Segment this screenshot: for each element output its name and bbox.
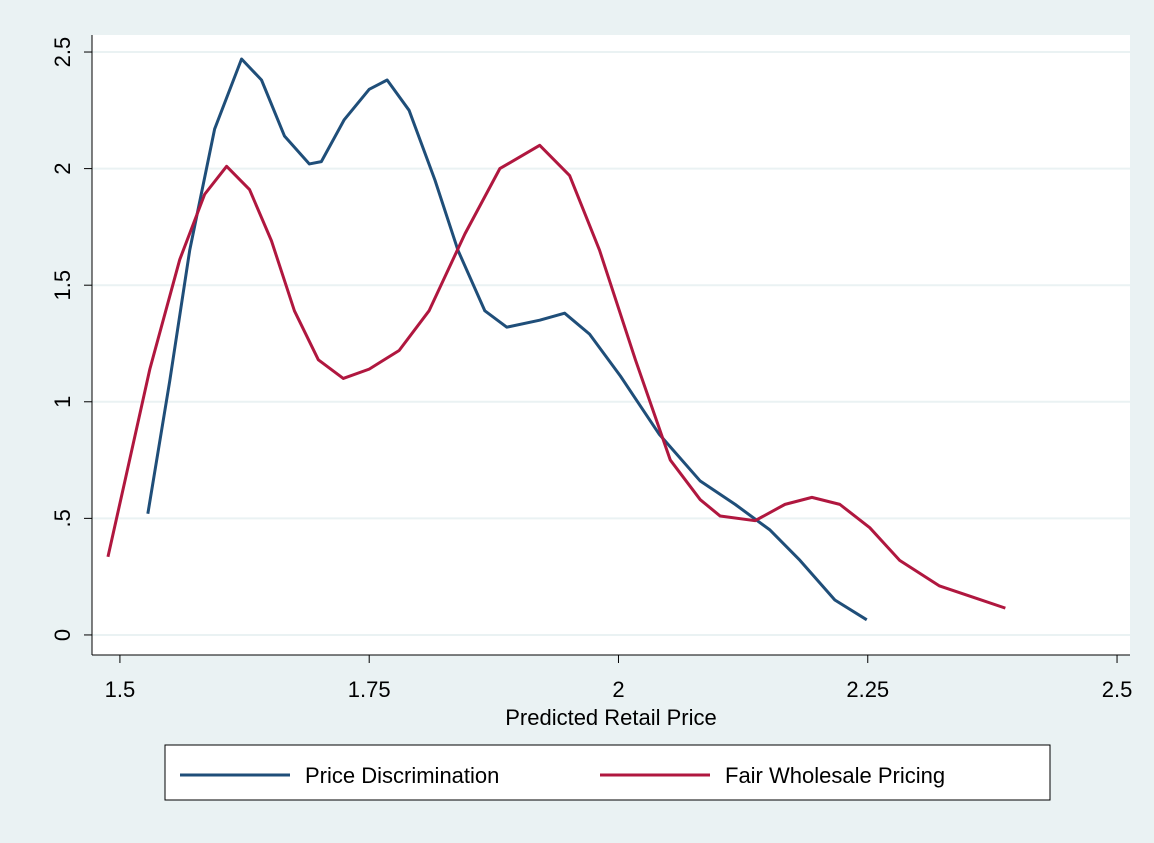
y-tick-label: 2 — [50, 162, 75, 174]
series-line — [146, 57, 868, 622]
x-tick-label: 2.5 — [1102, 677, 1133, 702]
y-tick-label: 2.5 — [50, 37, 75, 68]
y-tick-label: 0 — [50, 629, 75, 641]
y-tick-label: .5 — [50, 509, 75, 527]
x-tick-label: 1.5 — [105, 677, 136, 702]
x-tick-label: 2 — [612, 677, 624, 702]
x-tick-label: 1.75 — [348, 677, 391, 702]
legend-label: Price Discrimination — [305, 763, 499, 788]
x-axis-title: Predicted Retail Price — [505, 705, 717, 730]
x-tick-label: 2.25 — [846, 677, 889, 702]
y-tick-label: 1.5 — [50, 270, 75, 301]
plot-area — [92, 35, 1130, 655]
legend-label: Fair Wholesale Pricing — [725, 763, 945, 788]
series-line — [106, 143, 1006, 610]
y-tick-label: 1 — [50, 396, 75, 408]
legend — [164, 744, 1051, 801]
